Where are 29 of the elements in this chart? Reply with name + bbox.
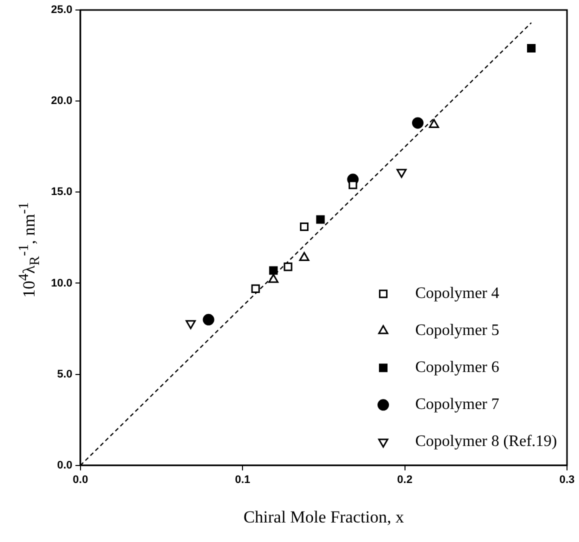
legend-label: Copolymer 8 (Ref.19) xyxy=(415,433,557,450)
point xyxy=(202,314,214,326)
point xyxy=(186,320,196,330)
y-tick-label: 20.0 xyxy=(50,95,72,108)
y-tick-label: 10.0 xyxy=(50,277,72,290)
point xyxy=(299,252,310,261)
y-tick-label: 15.0 xyxy=(50,186,72,198)
point xyxy=(412,117,424,129)
point xyxy=(316,215,325,224)
point xyxy=(396,168,407,178)
legend-label: Copolymer 6 xyxy=(415,359,500,376)
point xyxy=(269,266,278,275)
x-tick-label: 0.1 xyxy=(234,474,250,486)
x-tick-label: 0.3 xyxy=(559,474,575,486)
point xyxy=(284,262,292,272)
y-tick-label: 0.0 xyxy=(57,459,72,472)
legend-label: Copolymer 5 xyxy=(415,322,500,340)
y-tick-label: 5.0 xyxy=(57,368,72,380)
y-tick-label: 25.0 xyxy=(50,4,72,16)
point xyxy=(251,284,260,293)
x-tick-label: 0.0 xyxy=(72,474,88,486)
point xyxy=(300,222,309,232)
point xyxy=(527,44,536,53)
legend-label: Copolymer 7 xyxy=(415,396,500,414)
legend-label: Copolymer 4 xyxy=(415,285,500,302)
point xyxy=(428,119,440,128)
x-axis-title: Chiral Mole Fraction, x xyxy=(243,507,404,526)
point xyxy=(268,274,279,283)
x-tick-label: 0.2 xyxy=(397,474,412,486)
